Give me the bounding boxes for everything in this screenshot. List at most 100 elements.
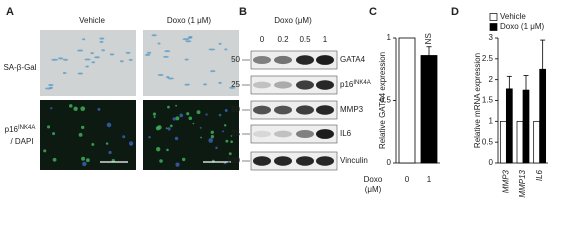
cell [86,158,90,163]
protein-sup: INK4A [353,80,370,86]
band [316,156,334,166]
cell [188,116,193,121]
cell [210,130,214,134]
mw-marker: 50 [231,55,240,64]
cell [84,58,91,61]
band [296,130,314,138]
band [316,55,334,65]
band [316,129,334,139]
cell [81,156,86,161]
panel-label: D [451,6,459,18]
cell [228,152,232,156]
cell [153,116,156,119]
x-axis-unit: (μM) [365,185,382,194]
cell [94,56,101,59]
row-label-main: p16 [5,125,19,134]
bar [516,120,524,164]
cell [119,60,124,63]
cell [218,113,222,117]
cell [62,71,67,74]
cell [186,112,190,116]
cell [167,105,170,109]
band [296,55,314,65]
band [296,105,314,115]
cell [196,110,201,115]
cell [218,81,222,84]
bar [420,55,438,164]
x-tick-label: 1 [427,175,432,184]
bar [533,120,541,164]
band [253,105,271,115]
cell [208,138,214,143]
cell [210,135,215,139]
cell [148,136,151,139]
cell [106,122,112,128]
cell [52,132,56,136]
protein-label: GATA4 [340,55,366,64]
protein-name: MMP3 [340,105,364,114]
cell [77,72,84,75]
cell [122,135,126,139]
cell [166,76,170,79]
band [316,105,334,115]
cell [105,142,109,145]
row-label: SA-β-Gal [3,63,36,72]
cell [101,49,105,52]
cell [128,141,134,146]
cell [182,38,190,41]
cell [228,86,236,89]
bar [398,37,416,164]
cell [73,106,78,111]
y-tick-label: 0 [489,158,494,167]
cell [157,74,164,77]
cell [199,126,202,129]
band [274,81,292,89]
y-tick-label: 0 [387,158,392,167]
band [253,81,271,89]
cell [167,77,175,80]
cell [175,116,180,121]
legend-swatch [489,23,498,31]
cell [50,107,53,110]
cell [187,36,193,39]
band [316,80,334,90]
lane-label: 0.5 [299,35,311,44]
protein-name: GATA4 [340,55,366,64]
panel-label: C [369,6,377,18]
cell [203,83,208,86]
cell [109,53,115,56]
cell [48,83,54,86]
mw-marker: 100 [227,156,241,165]
cell [80,106,86,112]
band [296,80,314,90]
cell [166,148,169,152]
y-tick-label: 1.5 [482,96,494,105]
micrograph [143,30,239,96]
cell [184,83,190,86]
lane-label: 0.2 [277,35,289,44]
mw-marker: 25 [231,129,240,138]
cell [185,40,192,43]
blot [250,100,338,120]
cell [223,124,227,127]
y-axis-label: Relative GATA4 expression [378,52,387,149]
cell [49,86,53,89]
panel-label: B [239,6,247,18]
cell [163,55,169,58]
cell [52,157,57,162]
cell [108,150,112,155]
cell [210,70,216,73]
blot [250,124,338,144]
band [253,130,271,138]
cell [58,57,64,60]
protein-label: MMP3 [340,105,364,114]
protein-name: IL6 [340,129,352,138]
protein-label: IL6 [340,129,352,138]
band [274,130,292,138]
lane-label: 0 [260,35,265,44]
cell [78,132,83,137]
cell [165,127,168,130]
cell [208,48,216,51]
row-label: p16INK4A [5,125,36,135]
band [274,55,292,65]
